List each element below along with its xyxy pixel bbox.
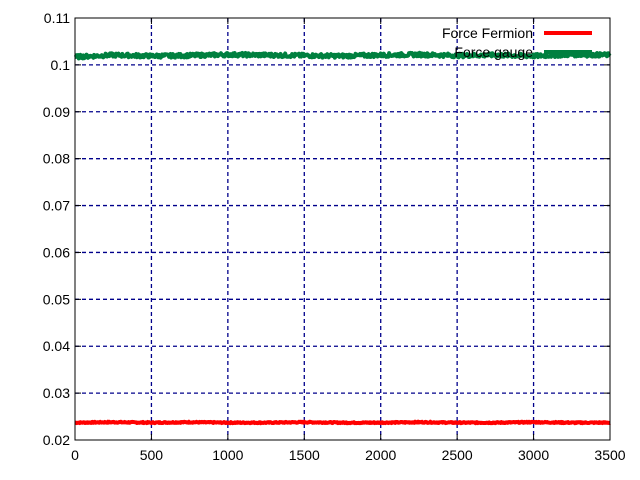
y-tick-label: 0.06 [43, 244, 70, 260]
x-tick-label: 3500 [594, 447, 625, 463]
series-line-0 [73, 419, 612, 426]
y-tick-label: 0.1 [51, 57, 71, 73]
series-lines [73, 50, 612, 426]
y-tick-label: 0.03 [43, 385, 70, 401]
y-tick-label: 0.09 [43, 104, 70, 120]
x-tick-label: 2000 [365, 447, 396, 463]
legend: Force Fermion Force gauge [442, 25, 592, 60]
x-tick-label: 2500 [442, 447, 473, 463]
x-tick-label: 3000 [518, 447, 549, 463]
x-tick-label: 1000 [212, 447, 243, 463]
x-tick-label: 0 [71, 447, 79, 463]
y-tick-label: 0.04 [43, 338, 70, 354]
y-tick-label: 0.02 [43, 432, 70, 448]
legend-label-0: Force Fermion [442, 25, 533, 41]
y-tick-label: 0.11 [44, 10, 70, 26]
x-tick-label: 1500 [289, 447, 320, 463]
plot-frame [74, 17, 611, 441]
y-tick-label: 0.08 [43, 151, 70, 167]
x-tick-label: 500 [140, 447, 164, 463]
y-tick-label: 0.05 [43, 291, 70, 307]
y-tick-label: 0.07 [43, 198, 70, 214]
grid-lines [75, 18, 610, 440]
axis-ticks: 0 500 1000 1500 2000 2500 3000 3500 0.02 0.03 0.04… [43, 10, 626, 463]
legend-label-1: Force gauge [454, 44, 533, 60]
series-line-1 [73, 50, 612, 61]
